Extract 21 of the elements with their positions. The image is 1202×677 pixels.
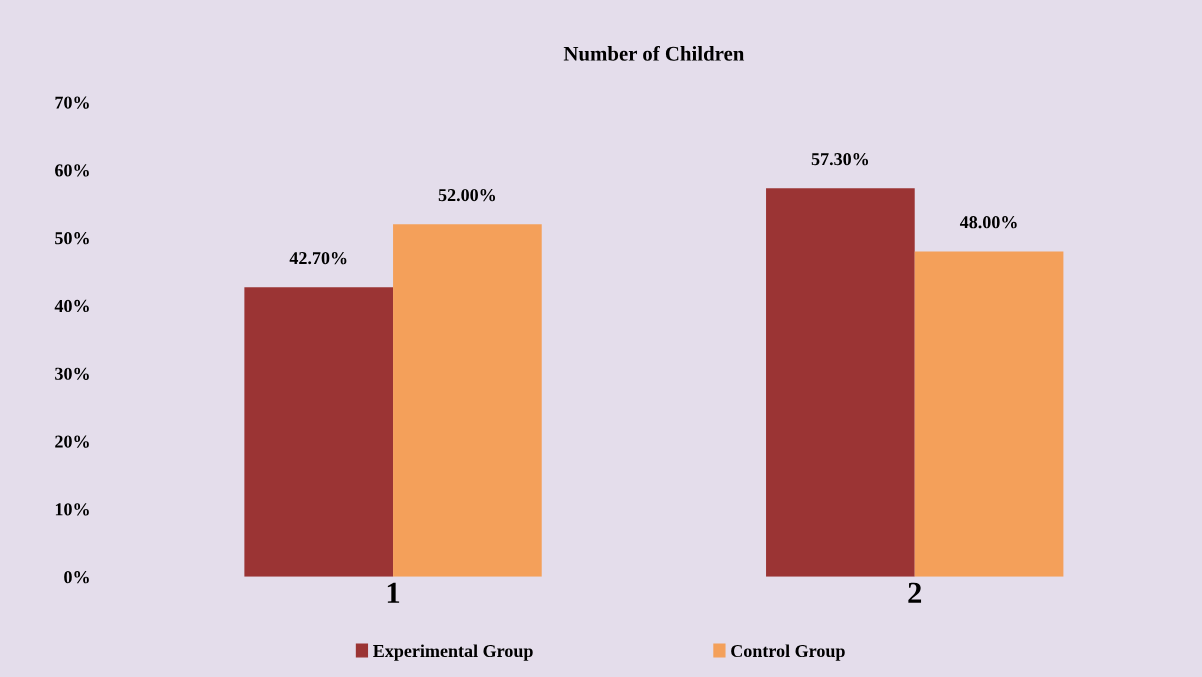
y-tick-label: 70% <box>55 96 89 109</box>
bar <box>766 188 915 577</box>
y-tick-label: 30% <box>55 367 89 380</box>
x-tick-label: 2 <box>908 582 922 603</box>
chart-title: Number of Children <box>563 45 745 61</box>
bar <box>914 251 1064 577</box>
data-label: 42.70% <box>289 252 347 265</box>
data-label: 57.30% <box>811 153 869 166</box>
bar <box>244 287 394 577</box>
legend-label: Control Group <box>731 644 845 661</box>
data-label: 52.00% <box>438 188 496 202</box>
legend-label: Experimental Group <box>373 644 533 661</box>
y-tick-label: 0% <box>64 571 89 584</box>
y-tick-label: 50% <box>55 232 89 245</box>
y-tick-label: 60% <box>55 164 89 177</box>
y-tick-label: 20% <box>55 435 89 448</box>
bar <box>393 224 542 577</box>
y-tick-label: 10% <box>55 503 89 516</box>
y-tick-label: 40% <box>54 299 89 313</box>
data-label: 48.00% <box>959 216 1017 229</box>
x-tick-label: 1 <box>387 582 400 603</box>
